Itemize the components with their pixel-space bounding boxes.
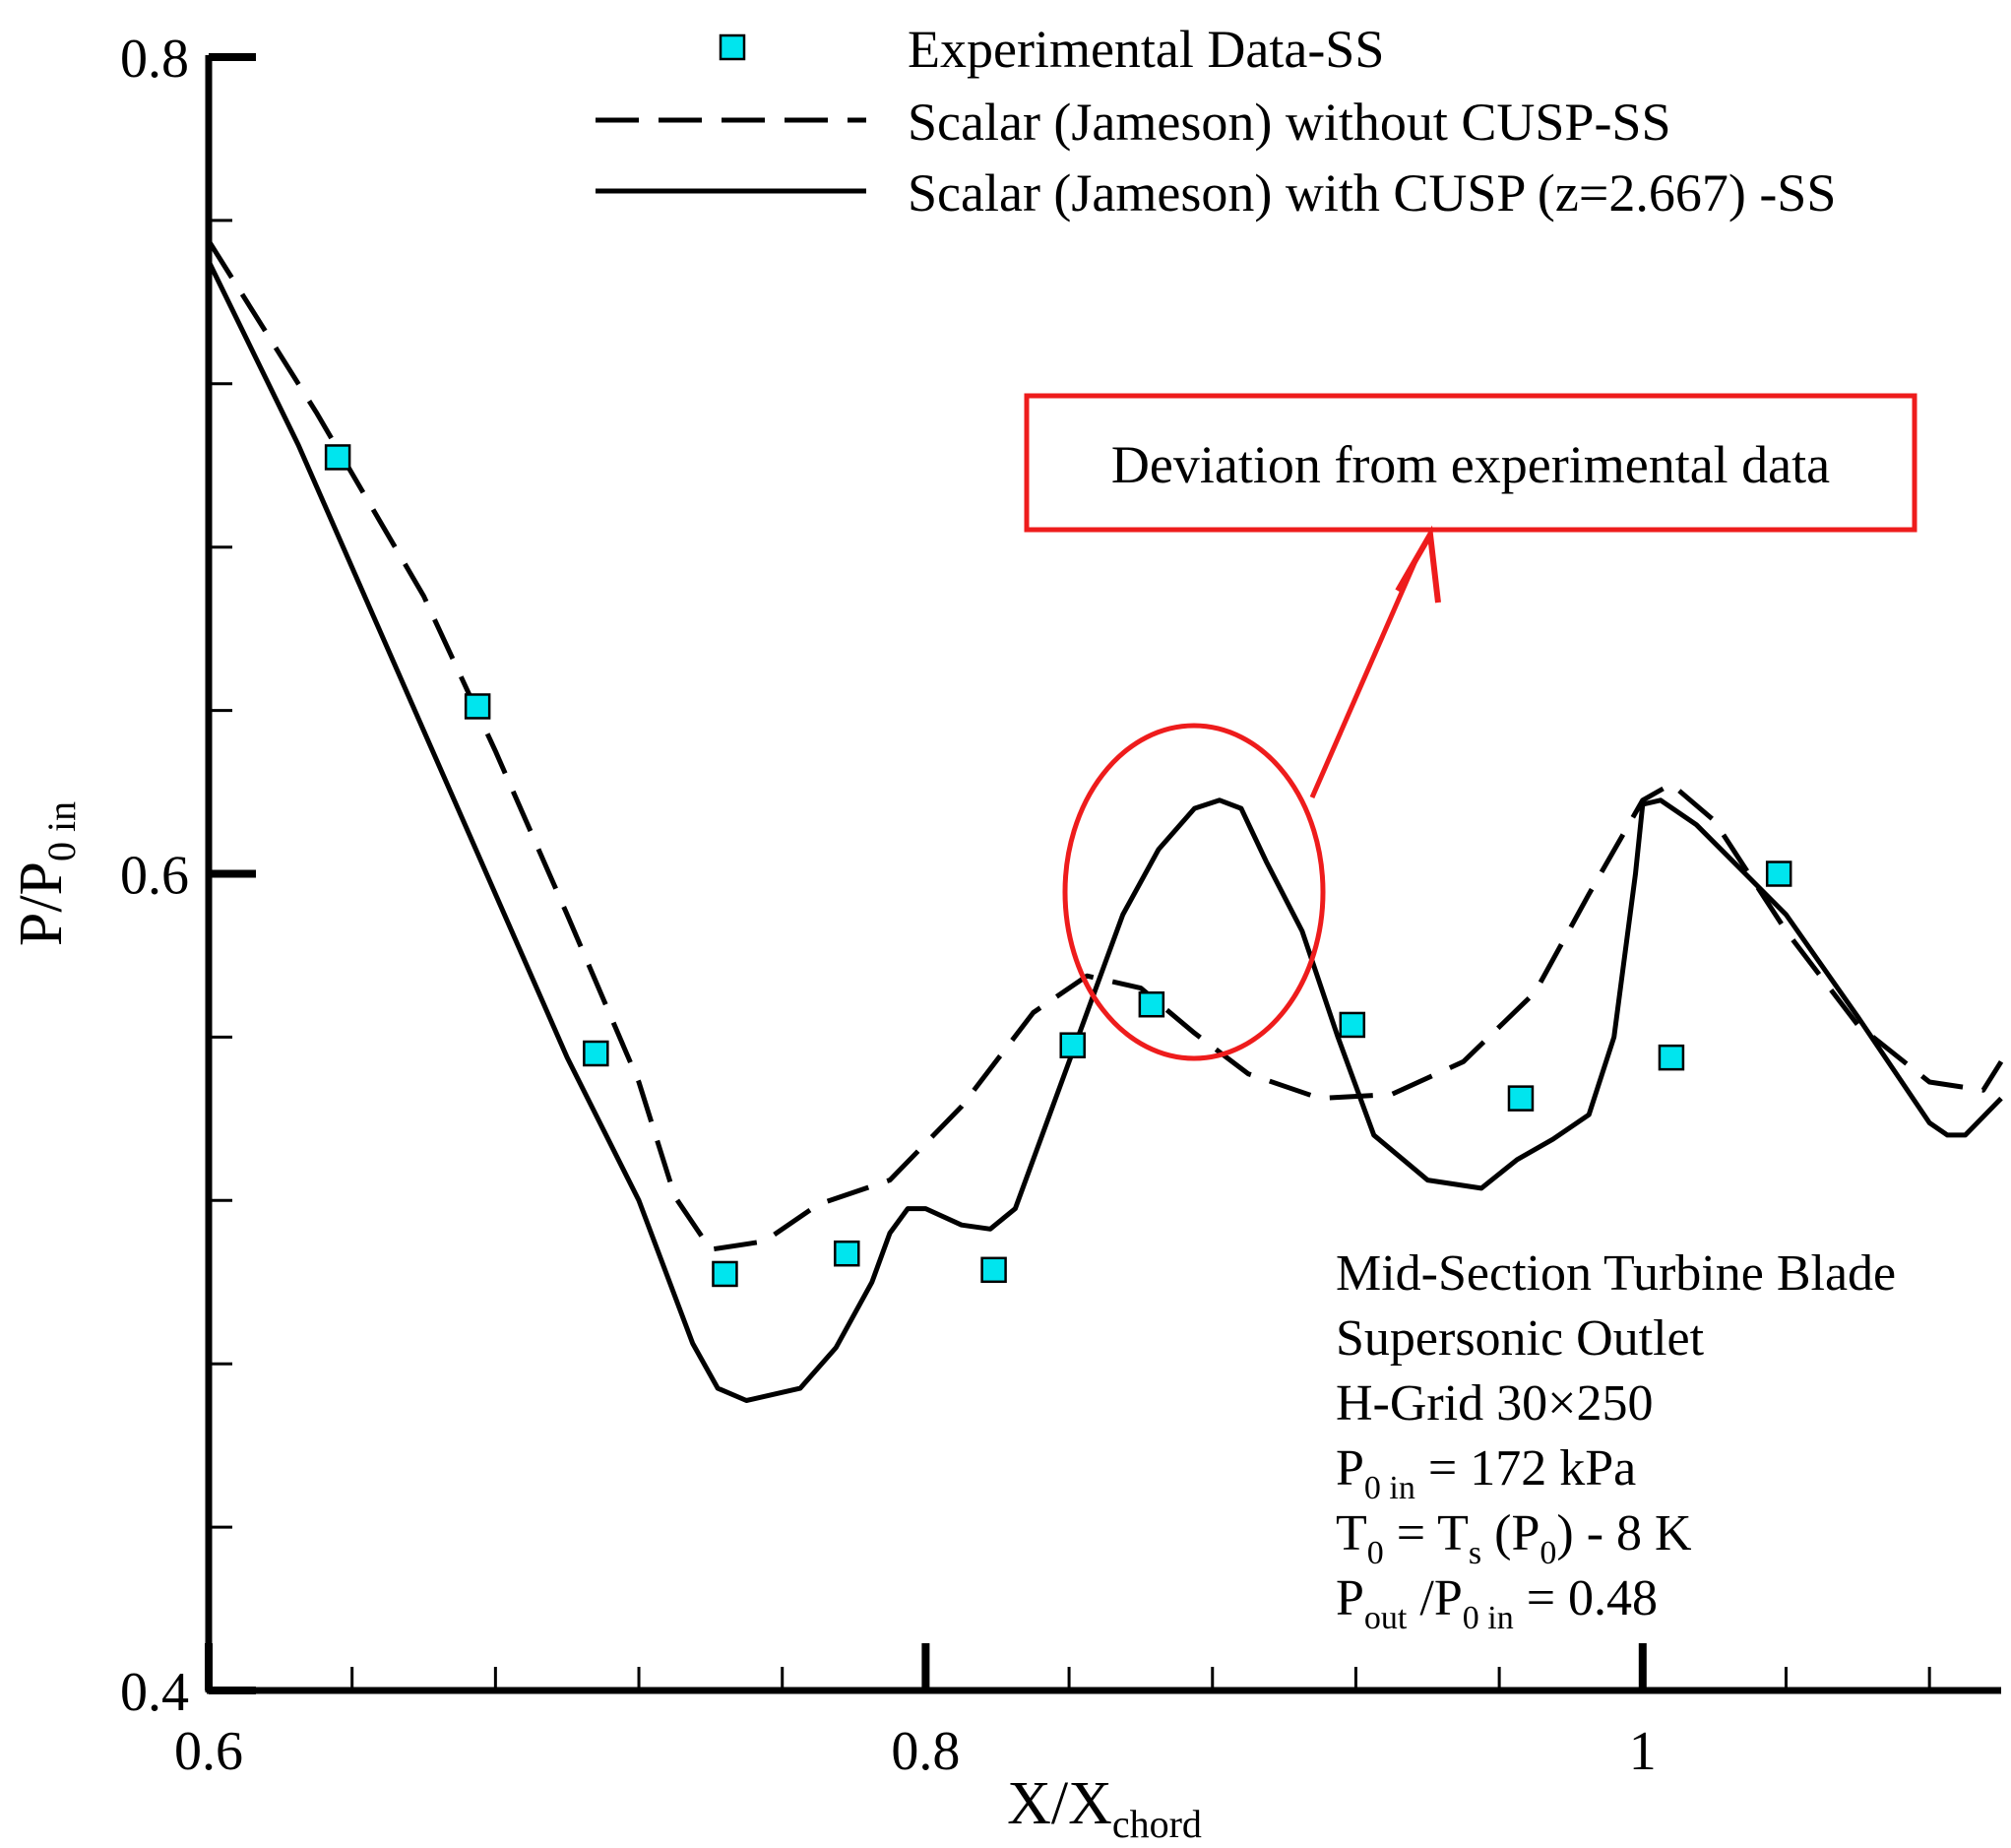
experimental-point [583,1040,609,1067]
info-text: = T [1384,1505,1469,1561]
x-axis-title: X/Xchord [1007,1770,1202,1846]
info-text: /P [1407,1570,1462,1626]
experimental-point [1339,1011,1366,1039]
callout-text: Deviation from experimental data [1111,435,1830,494]
info-text-line: Pout /P0 in = 0.48 [1336,1570,1658,1636]
info-text: ) - 8 K [1556,1505,1692,1561]
info-text-line: P0 in = 172 kPa [1336,1440,1636,1506]
axis-title-main: P/P [8,861,75,946]
info-subscript: 0 in [1364,1470,1415,1506]
info-subscript: 0 [1540,1535,1556,1571]
info-text: = 0.48 [1514,1570,1658,1626]
info-text-line: H-Grid 30×250 [1336,1375,1654,1432]
info-text-line: T0 = Ts (P0) - 8 K [1336,1505,1692,1571]
y-tick-label: 0.6 [120,846,189,907]
legend-marker-experimental [719,33,746,61]
legend-label: Scalar (Jameson) with CUSP (z=2.667) -SS [908,163,1836,223]
series-line-with-cusp [206,260,2003,1403]
info-text: = 172 kPa [1415,1440,1636,1497]
experimental-point [834,1240,860,1267]
info-text: P [1336,1570,1364,1626]
callout-arrow-shaft [1309,554,1420,799]
experimental-point [464,693,491,720]
experimental-point [1765,860,1792,887]
x-tick-label: 1 [1629,1721,1657,1782]
callout-arrow-head [1395,525,1441,604]
y-tick-label: 0.4 [120,1662,189,1723]
experimental-point [1507,1085,1535,1112]
legend-label: Experimental Data-SS [908,20,1384,79]
experimental-point [1138,990,1165,1018]
info-text: T [1336,1505,1367,1561]
experimental-point [1059,1032,1086,1058]
info-subscript: 0 [1367,1535,1384,1571]
series-line-without-cusp [206,239,2004,1252]
axis-title-subscript: chord [1112,1802,1202,1846]
legend: Experimental Data-SS Scalar (Jameson) wit… [596,20,1836,223]
y-tick-label: 0.8 [120,29,189,90]
callout-box [1024,393,1917,533]
y-axis-title: P/P0 in [8,801,84,946]
info-text: P [1336,1440,1364,1497]
info-text-line: Supersonic Outlet [1336,1310,1705,1367]
highlight-ellipse [1062,723,1326,1061]
info-subscript: s [1469,1535,1481,1571]
experimental-point [324,444,351,471]
axis-title-subscript: 0 in [39,801,84,861]
x-tick-label: 0.6 [174,1721,243,1782]
axis-title-main: X/X [1007,1770,1112,1837]
info-text-line: Mid-Section Turbine Blade [1336,1245,1896,1302]
info-subscript: out [1364,1600,1408,1636]
info-subscript: 0 in [1463,1600,1514,1636]
info-text: (P [1481,1505,1540,1561]
x-tick-label: 0.8 [891,1721,960,1782]
axes: 0.40.60.80.6 0.8 1 [120,29,2001,1782]
series-layer [206,239,2004,1403]
annotation-layer: Deviation from experimental data Mid-Sect… [1024,393,1917,1636]
experimental-point [980,1256,1007,1284]
experimental-point [712,1260,738,1288]
legend-label: Scalar (Jameson) without CUSP-SS [908,93,1671,152]
experimental-point [1658,1044,1685,1071]
